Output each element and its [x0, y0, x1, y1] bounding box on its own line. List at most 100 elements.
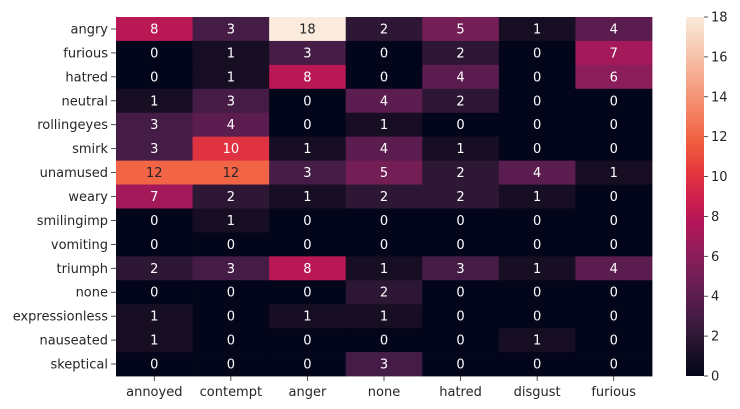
- heatmap-cell-4-1: [192, 112, 270, 138]
- cell-value-label: 0: [303, 358, 311, 373]
- heatmap-cell-1-2: [269, 40, 347, 66]
- cell-value-label: 0: [303, 334, 311, 349]
- heatmap-cell-9-0: [116, 232, 193, 257]
- heatmap-cell-9-2: [269, 232, 347, 257]
- cell-value-label: 1: [380, 310, 388, 325]
- colorbar-ticks: 0 2 4 6 8 10 12 14 16 18: [704, 11, 728, 385]
- heatmap-cell-12-0: [116, 304, 193, 329]
- heatmap-cell-5-5: [498, 136, 576, 161]
- cell-value-label: 0: [456, 334, 464, 349]
- cell-value-label: 0: [533, 238, 541, 253]
- colorbar-tick-label: 10: [711, 170, 728, 185]
- heatmap-cell-4-5: [498, 112, 576, 138]
- cell-value-label: 0: [150, 358, 158, 373]
- y-tick-label: weary: [68, 190, 108, 205]
- cell-value-label: 2: [456, 166, 464, 181]
- heatmap-cell-11-2: [269, 280, 347, 305]
- cell-value-label: 4: [610, 22, 618, 37]
- colorbar-tick-label: 0: [711, 370, 719, 385]
- cell-value-label: 0: [456, 238, 464, 253]
- cell-value-label: 0: [380, 214, 388, 229]
- cell-value-label: 0: [456, 118, 464, 133]
- heatmap-cell-9-4: [422, 232, 500, 257]
- heatmap-cell-0-0: [116, 17, 193, 42]
- cell-value-label: 1: [150, 94, 158, 109]
- cell-value-label: 1: [610, 166, 618, 181]
- heatmap-cell-10-2: [269, 256, 347, 281]
- cell-value-label: 0: [227, 334, 235, 349]
- colorbar-tick-label: 8: [711, 210, 719, 225]
- cell-value-label: 0: [610, 190, 618, 205]
- heatmap-cell-9-3: [345, 232, 423, 257]
- heatmap-cell-1-0: [116, 40, 193, 66]
- cell-value-label: 18: [299, 22, 316, 37]
- heatmap-cell-13-3: [345, 328, 423, 353]
- heatmap-cell-6-1: [192, 160, 270, 185]
- heatmap-cell-9-6: [575, 232, 653, 257]
- heatmap-cell-12-6: [575, 304, 653, 329]
- cell-value-label: 0: [456, 286, 464, 301]
- colorbar-tick-label: 4: [711, 290, 719, 305]
- y-tick-label: unamused: [40, 166, 108, 181]
- heatmap-cell-8-0: [116, 208, 193, 233]
- heatmap-cell-14-5: [498, 352, 576, 377]
- heatmap-cell-8-4: [422, 208, 500, 233]
- cell-value-label: 0: [610, 238, 618, 253]
- heatmap-cell-5-0: [116, 136, 193, 161]
- cell-value-label: 4: [380, 142, 388, 157]
- heatmap-cell-8-1: [192, 208, 270, 233]
- x-tick-label: contempt: [200, 385, 262, 400]
- cell-value-label: 2: [380, 286, 388, 301]
- heatmap-cell-7-1: [192, 184, 270, 209]
- cell-value-label: 0: [533, 142, 541, 157]
- cell-value-label: 0: [533, 70, 541, 85]
- colorbar-tick-label: 12: [711, 130, 728, 145]
- heatmap-cell-10-6: [575, 256, 653, 281]
- y-tick-label: triumph: [57, 262, 108, 277]
- cell-value-label: 1: [456, 142, 464, 157]
- cell-value-label: 1: [533, 334, 541, 349]
- heatmap-cell-4-3: [345, 112, 423, 138]
- y-tick-label: none: [76, 286, 108, 301]
- cell-value-label: 3: [150, 118, 158, 133]
- heatmap-cell-8-5: [498, 208, 576, 233]
- cell-value-label: 1: [533, 22, 541, 37]
- heatmap-cell-6-3: [345, 160, 423, 185]
- heatmap-cell-6-5: [498, 160, 576, 185]
- cell-value-label: 3: [456, 262, 464, 277]
- cell-value-label: 0: [533, 310, 541, 325]
- cell-value-label: 0: [610, 334, 618, 349]
- heatmap-cell-5-2: [269, 136, 347, 161]
- cell-value-label: 4: [456, 70, 464, 85]
- cell-value-label: 0: [533, 286, 541, 301]
- heatmap-cell-6-0: [116, 160, 193, 185]
- heatmap-cell-5-1: [192, 136, 270, 161]
- cell-value-label: 0: [303, 214, 311, 229]
- heatmap-cell-7-0: [116, 184, 193, 209]
- cell-value-label: 0: [380, 334, 388, 349]
- cell-value-label: 0: [610, 214, 618, 229]
- heatmap-cell-13-5: [498, 328, 576, 353]
- cell-value-label: 1: [303, 190, 311, 205]
- cell-value-label: 0: [380, 238, 388, 253]
- colorbar: 0 2 4 6 8 10 12 14 16 18: [686, 11, 728, 385]
- x-axis: annoyed contempt anger none hatred disgust fur…: [126, 376, 636, 400]
- cell-value-label: 8: [303, 262, 311, 277]
- cell-value-label: 5: [380, 166, 388, 181]
- heatmap-cell-5-4: [422, 136, 500, 161]
- heatmap-cell-1-3: [345, 40, 423, 66]
- heatmap-cell-6-2: [269, 160, 347, 185]
- heatmap-cell-11-3: [345, 280, 423, 305]
- heatmap-cell-7-5: [498, 184, 576, 209]
- cell-value-label: 1: [303, 310, 311, 325]
- heatmap-cell-14-2: [269, 352, 347, 377]
- cell-value-label: 1: [380, 118, 388, 133]
- cell-value-label: 2: [227, 190, 235, 205]
- heatmap-cell-11-0: [116, 280, 193, 305]
- heatmap-cell-2-3: [345, 64, 423, 90]
- cell-value-label: 1: [303, 142, 311, 157]
- cell-value-label: 3: [227, 94, 235, 109]
- heatmap-cell-1-4: [422, 40, 500, 66]
- heatmap-cell-12-4: [422, 304, 500, 329]
